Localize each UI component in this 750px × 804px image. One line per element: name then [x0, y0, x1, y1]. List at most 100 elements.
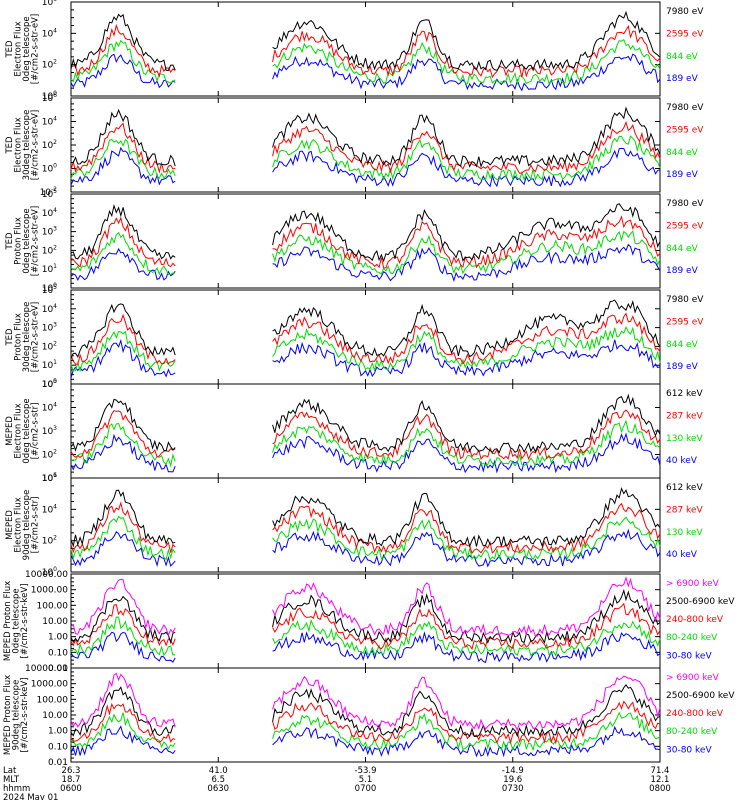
series-trace — [70, 299, 661, 359]
legend-entry: 189 eV — [666, 170, 699, 180]
legend-entry: 844 eV — [666, 340, 699, 350]
legend-entry: 612 keV — [666, 483, 703, 493]
series-trace — [70, 38, 661, 86]
y-tick-label: 105 — [42, 378, 57, 390]
x-tick-mlt: 12.1 — [651, 775, 670, 785]
legend-entry: 80-240 keV — [666, 727, 718, 737]
panel-8: 0.01 0.10 1.00 10.00 100.00 1000.00 10000.00 ME… — [3, 664, 735, 768]
series-trace — [70, 338, 661, 378]
series-trace — [70, 215, 661, 269]
legend-entry: 7980 eV — [666, 199, 704, 209]
series-trace — [70, 616, 661, 657]
series-trace — [70, 312, 661, 365]
x-tick-lat: 26.3 — [62, 766, 81, 776]
series-trace — [70, 203, 661, 263]
y-tick-label: 0.10 — [48, 648, 68, 658]
x-tick-lat: -14.9 — [502, 766, 524, 776]
x-tick-hhmm: 0630 — [207, 784, 229, 794]
y-tick-label: 102 — [42, 139, 57, 151]
legend-entry: 844 eV — [666, 52, 699, 62]
x-tick-mlt: 18.7 — [62, 775, 81, 785]
y-tick-label: 0.01 — [48, 664, 68, 674]
y-axis-title: [#/cm2-s-str-keV] — [20, 678, 30, 753]
y-tick-label: 10000.00 — [25, 664, 68, 674]
x-row-label: 2024 May 01 — [3, 793, 58, 800]
legend-entry: 189 eV — [666, 362, 699, 372]
y-axis-title: Electron Flux — [14, 21, 24, 76]
legend-entry: 40 keV — [666, 550, 698, 560]
y-tick-label: 106 — [42, 472, 57, 484]
x-tick-lat: -53.9 — [355, 766, 377, 776]
y-axis-title: 0deg telescope — [22, 16, 32, 81]
legend-entry: 287 keV — [666, 505, 703, 515]
y-tick-label: 102 — [42, 244, 57, 256]
y-tick-label: 1000.00 — [31, 586, 68, 596]
y-axis-title: Proton Flux — [14, 313, 24, 361]
series-trace — [70, 725, 661, 758]
y-axis-title: TED — [5, 328, 15, 347]
y-tick-label: 103 — [42, 226, 57, 238]
y-axis-title: [#/cm2-s-str-eV] — [31, 14, 41, 84]
x-row-label: Lat — [3, 766, 17, 776]
x-row-label: hhmm — [3, 784, 30, 794]
legend-entry: 2500-6900 keV — [666, 691, 735, 701]
series-trace — [70, 528, 661, 568]
legend-entry: 40 keV — [666, 456, 698, 466]
y-tick-label: 10000.00 — [25, 570, 68, 580]
x-tick-hhmm: 0800 — [649, 784, 671, 794]
y-axis-title: MEPED — [5, 510, 15, 540]
legend-entry: 2595 eV — [666, 125, 704, 135]
y-tick-label: 103 — [42, 322, 57, 334]
series-trace — [70, 409, 661, 461]
panel-frame — [70, 477, 661, 573]
legend-entry: > 6900 keV — [666, 579, 720, 589]
series-trace — [70, 501, 661, 555]
legend-entry: 844 eV — [666, 148, 699, 158]
legend-entry: > 6900 keV — [666, 673, 720, 683]
y-axis-title: [#/cm2-s-str-keV] — [20, 584, 30, 659]
legend-entry: 189 eV — [666, 74, 699, 84]
y-tick-label: 102 — [42, 340, 57, 352]
y-tick-label: 1.00 — [48, 727, 68, 737]
legend-entry: 612 keV — [666, 389, 703, 399]
y-axis-title: MEPED Proton Flux — [3, 581, 13, 661]
series-trace — [70, 487, 661, 548]
series-trace — [70, 672, 661, 732]
x-tick-lat: 41.0 — [209, 766, 228, 776]
series-trace — [70, 10, 661, 72]
series-trace — [70, 120, 661, 174]
y-tick-label: 105 — [42, 188, 57, 200]
series-trace — [70, 631, 661, 664]
legend-entry: 189 eV — [666, 266, 699, 276]
legend-entry: 80-240 keV — [666, 633, 718, 643]
legend-entry: 30-80 keV — [666, 745, 712, 755]
series-trace — [70, 135, 661, 182]
y-axis-title: TED — [5, 136, 15, 155]
x-tick-mlt: 5.1 — [359, 775, 373, 785]
y-axis-title: 0deg telescope — [22, 398, 32, 463]
x-tick-hhmm: 0600 — [60, 784, 82, 794]
y-tick-label: 104 — [42, 402, 57, 414]
legend-entry: 7980 eV — [666, 295, 704, 305]
legend-entry: 7980 eV — [666, 7, 704, 17]
x-tick-hhmm: 0700 — [355, 784, 377, 794]
x-row-label: MLT — [3, 775, 20, 785]
series-trace — [70, 588, 661, 645]
y-tick-label: 1.00 — [48, 633, 68, 643]
y-axis-title: Electron Flux — [14, 497, 24, 552]
y-axis-title: Proton Flux — [14, 217, 24, 265]
y-axis-title: Electron Flux — [14, 403, 24, 458]
y-axis-title: 0deg telescope — [22, 208, 32, 273]
series-trace — [70, 432, 661, 474]
y-axis-title: [#/cm2-s-str-eV] — [31, 302, 41, 372]
y-axis-title: TED — [5, 40, 15, 59]
series-trace — [70, 23, 661, 79]
legend-entry: 2595 eV — [666, 29, 704, 39]
series-trace — [70, 53, 661, 92]
y-tick-label: 101 — [42, 263, 57, 275]
